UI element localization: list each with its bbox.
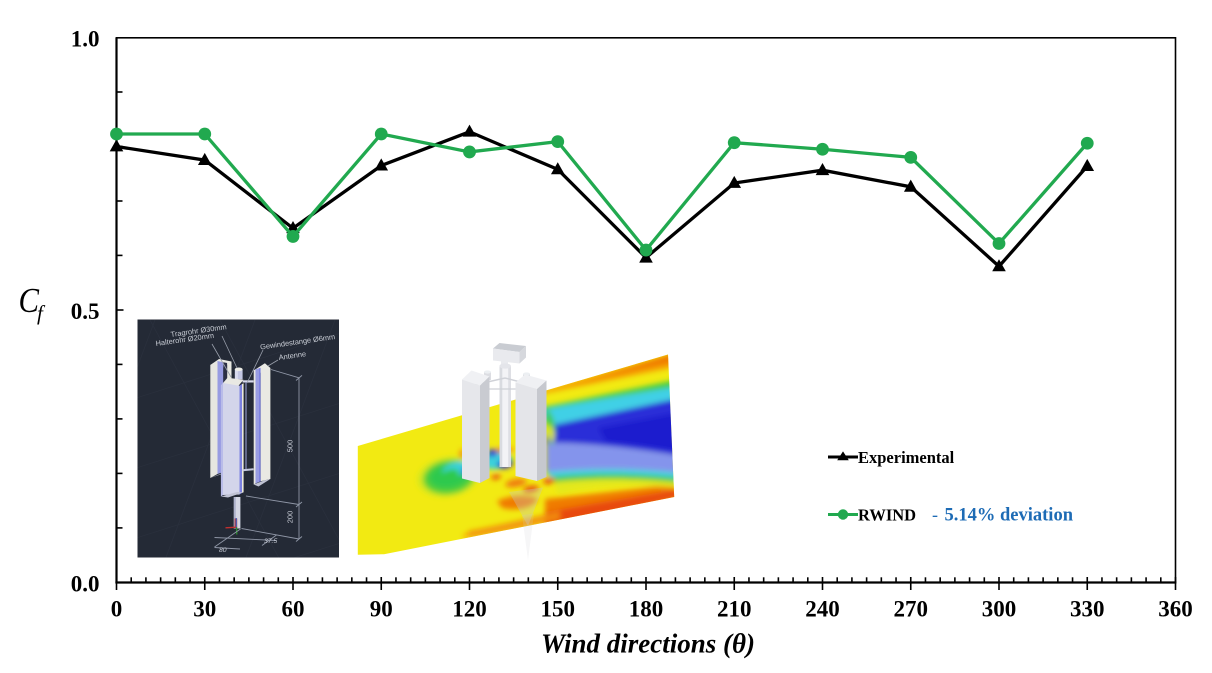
svg-text:270: 270: [894, 597, 929, 622]
svg-text:210: 210: [717, 597, 752, 622]
svg-text:0.5: 0.5: [71, 299, 100, 324]
svg-text:120: 120: [452, 597, 487, 622]
svg-text:300: 300: [982, 597, 1017, 622]
svg-text:RWIND: RWIND: [858, 505, 916, 524]
svg-text:60: 60: [282, 597, 305, 622]
svg-text:37.5: 37.5: [264, 538, 277, 545]
svg-text:C: C: [19, 281, 40, 320]
svg-text:500: 500: [286, 440, 295, 453]
svg-text:180: 180: [629, 597, 664, 622]
svg-text:Antenne: Antenne: [278, 349, 307, 362]
svg-text:Experimental: Experimental: [858, 448, 955, 467]
svg-text:90: 90: [370, 597, 393, 622]
svg-text:240: 240: [805, 597, 840, 622]
svg-text:80: 80: [219, 547, 227, 554]
svg-text:Wind directions (θ): Wind directions (θ): [541, 629, 755, 659]
svg-text:150: 150: [541, 597, 576, 622]
svg-text:330: 330: [1070, 597, 1105, 622]
svg-text:360: 360: [1158, 597, 1193, 622]
svg-text:30: 30: [193, 597, 216, 622]
svg-text:1.0: 1.0: [71, 26, 100, 51]
svg-text:0: 0: [111, 597, 123, 622]
svg-text:f: f: [37, 301, 46, 325]
svg-text:0.0: 0.0: [71, 571, 100, 596]
svg-text:- 5.14% deviation: - 5.14% deviation: [932, 504, 1074, 525]
svg-text:200: 200: [286, 511, 295, 524]
